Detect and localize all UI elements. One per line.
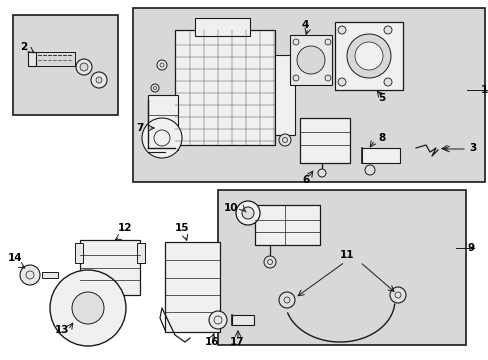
Bar (80, 240, 140, 295)
Circle shape (337, 26, 346, 34)
Bar (148, 95, 178, 150)
Circle shape (383, 78, 391, 86)
Circle shape (279, 292, 294, 308)
Text: 6: 6 (302, 175, 308, 185)
Circle shape (72, 292, 104, 324)
Bar (274, 55, 294, 135)
Text: 14: 14 (8, 253, 22, 263)
Bar (254, 205, 319, 245)
Bar (289, 35, 331, 85)
Text: 7: 7 (136, 123, 143, 133)
Bar (195, 18, 249, 36)
Circle shape (317, 169, 325, 177)
Circle shape (208, 311, 226, 329)
Bar (13, 15, 118, 115)
Bar (164, 242, 220, 332)
Circle shape (142, 118, 182, 158)
Circle shape (296, 46, 325, 74)
Bar (175, 30, 274, 145)
Circle shape (242, 207, 253, 219)
Circle shape (80, 63, 88, 71)
Text: 15: 15 (175, 223, 189, 233)
Circle shape (279, 134, 290, 146)
Circle shape (157, 60, 167, 70)
Circle shape (76, 59, 92, 75)
Circle shape (325, 39, 330, 45)
Circle shape (264, 256, 275, 268)
Text: 2: 2 (20, 42, 27, 52)
Text: 13: 13 (55, 325, 69, 335)
Circle shape (50, 270, 126, 346)
Text: 9: 9 (467, 243, 474, 253)
Circle shape (325, 75, 330, 81)
Circle shape (383, 26, 391, 34)
Text: 16: 16 (204, 337, 219, 347)
Bar (361, 148, 399, 163)
Circle shape (337, 78, 346, 86)
Circle shape (389, 287, 405, 303)
Bar (133, 8, 484, 182)
Circle shape (292, 39, 298, 45)
Bar (75, 243, 83, 263)
Circle shape (346, 34, 390, 78)
Circle shape (91, 72, 107, 88)
Bar (42, 272, 58, 278)
Circle shape (20, 265, 40, 285)
Bar (231, 315, 253, 325)
Bar (28, 52, 36, 66)
Circle shape (354, 42, 382, 70)
Text: 12: 12 (118, 223, 132, 233)
Text: 11: 11 (339, 250, 354, 260)
Circle shape (236, 201, 260, 225)
Bar (334, 22, 402, 90)
Circle shape (364, 165, 374, 175)
Bar (299, 118, 349, 163)
Circle shape (151, 84, 159, 92)
Text: 3: 3 (469, 143, 476, 153)
Bar (218, 190, 465, 345)
Text: 5: 5 (377, 93, 385, 103)
Text: 4: 4 (302, 20, 309, 30)
Circle shape (96, 77, 102, 83)
Text: 1: 1 (480, 85, 487, 95)
Text: 10: 10 (224, 203, 238, 213)
Text: 8: 8 (377, 133, 385, 143)
Text: 17: 17 (229, 337, 244, 347)
Bar (137, 243, 145, 263)
Circle shape (292, 75, 298, 81)
